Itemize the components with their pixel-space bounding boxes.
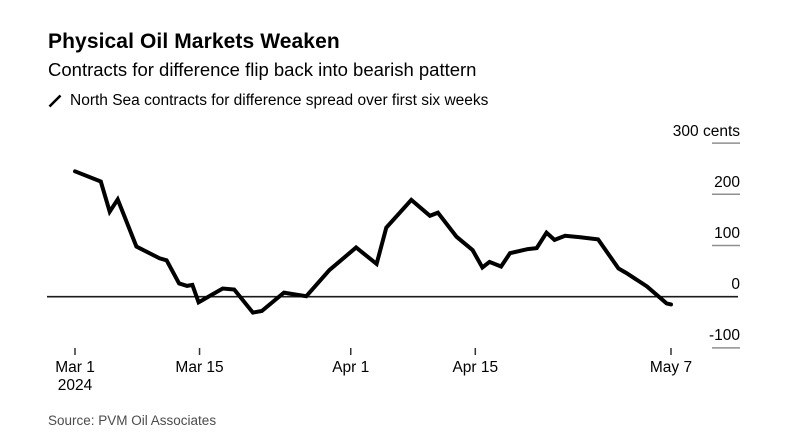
x-axis-label-date: May 7 — [649, 359, 693, 376]
x-axis-label: Apr 1 — [303, 359, 399, 377]
x-axis-label: Apr 15 — [427, 359, 523, 377]
y-axis-label: -100 — [708, 327, 740, 345]
slash-icon — [48, 94, 62, 108]
x-axis-label: May 7 — [623, 359, 719, 377]
x-axis-label: Mar 15 — [152, 359, 248, 377]
x-axis-label-year: 2024 — [57, 377, 93, 394]
y-axis-label: 100 — [714, 225, 740, 242]
legend-label: North Sea contracts for difference sprea… — [70, 92, 489, 109]
source-label: Source: PVM Oil Associates — [48, 413, 217, 428]
chart-subtitle: Contracts for difference flip back into … — [48, 59, 477, 80]
x-axis-label: Mar 1 2024 — [27, 359, 123, 395]
y-axis-label: 0 — [731, 276, 740, 294]
x-axis-label-date: Apr 1 — [332, 359, 370, 376]
x-axis-label-date: Mar 15 — [175, 359, 224, 376]
x-axis-label-date: Mar 1 — [55, 359, 95, 376]
y-axis-label: 200 — [714, 173, 740, 191]
series-line — [73, 169, 673, 315]
chart-title: Physical Oil Markets Weaken — [48, 30, 340, 53]
x-axis-label-date: Apr 15 — [452, 359, 499, 376]
y-axis-label: 300 cents — [672, 122, 740, 140]
legend: North Sea contracts for difference sprea… — [48, 92, 488, 110]
